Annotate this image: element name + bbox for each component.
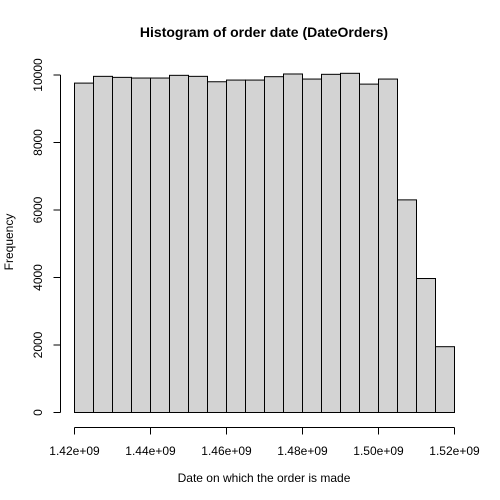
x-tick-label: 1.50e+09 [353,444,404,458]
histogram-bar [169,74,189,414]
x-tick-label: 1.46e+09 [201,444,252,458]
histogram-bar [321,73,341,413]
y-axis: 0 2000 4000 6000 8000 10000 [31,58,61,416]
y-tick-label: 6000 [31,196,45,223]
histogram-bar [188,75,208,413]
histogram-bar [378,78,398,414]
histogram-bar [93,75,113,413]
y-tick-label: 10000 [31,58,45,92]
histogram-bar [302,78,322,414]
chart-title: Histogram of order date (DateOrders) [140,24,388,40]
y-tick-label: 8000 [31,129,45,156]
histogram-bar [359,83,379,414]
histogram-bar [131,77,151,413]
x-tick-label: 1.44e+09 [125,444,176,458]
x-axis: 1.42e+09 1.44e+09 1.46e+09 1.48e+09 1.50e+09… [49,427,480,458]
histogram-bar [112,76,132,414]
histogram-bar [416,278,436,414]
histogram-bar [74,82,94,413]
bars-group [74,72,455,414]
y-tick-label: 2000 [31,331,45,358]
x-tick-label: 1.48e+09 [277,444,328,458]
histogram-bar [283,73,303,414]
histogram-bar [340,72,360,413]
y-tick-label: 0 [31,409,45,416]
histogram-bar [150,77,170,413]
y-tick-label: 4000 [31,264,45,291]
y-axis-label: Frequency [2,214,16,271]
histogram-bar [397,199,417,413]
histogram-bar [226,79,246,413]
histogram-bar [264,76,284,413]
histogram-bar [435,346,455,413]
x-tick-label: 1.42e+09 [49,444,100,458]
histogram-bar [245,79,265,413]
histogram-bar [207,81,227,413]
x-axis-label: Date on which the order is made [178,471,351,485]
x-tick-label: 1.52e+09 [429,444,480,458]
